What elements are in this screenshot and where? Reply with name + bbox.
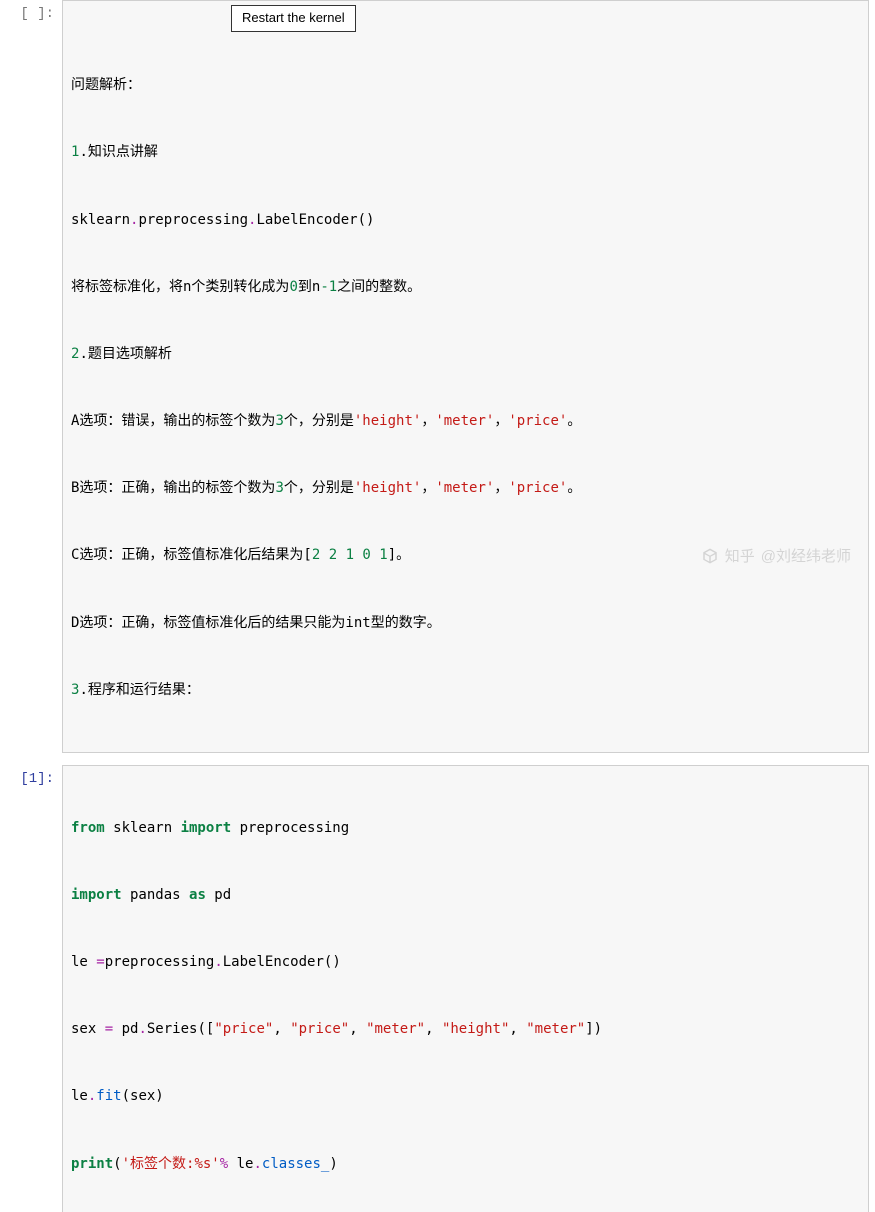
text: 到n xyxy=(298,279,320,295)
str: 'meter' xyxy=(435,480,494,496)
method: fit xyxy=(96,1088,121,1104)
str: 'height' xyxy=(354,480,421,496)
class: LabelEncoder xyxy=(256,212,357,228)
comma: , xyxy=(425,1021,442,1037)
text: D选项：正确，标签值标准化后的结果只能为int型的数字。 xyxy=(71,615,441,631)
module: sklearn xyxy=(71,212,130,228)
op: = xyxy=(96,954,104,970)
builtin-print: print xyxy=(71,1156,113,1172)
str: "price" xyxy=(214,1021,273,1037)
text: ， xyxy=(421,413,435,429)
paren: ]) xyxy=(585,1021,602,1037)
num: 3 xyxy=(71,682,79,698)
paren: (sex) xyxy=(122,1088,164,1104)
text: ， xyxy=(494,480,508,496)
text: .知识点讲解 xyxy=(79,144,157,160)
class: LabelEncoder xyxy=(223,954,324,970)
cell-0-input[interactable]: Restart the kernel 问题解析： 1.知识点讲解 sklearn… xyxy=(62,0,869,753)
str: "price" xyxy=(290,1021,349,1037)
text: 个，分别是 xyxy=(284,480,354,496)
text: ]。 xyxy=(388,547,410,563)
var: le xyxy=(71,954,96,970)
num: 2 2 1 0 1 xyxy=(312,547,388,563)
paren: ( xyxy=(113,1156,121,1172)
dot: . xyxy=(253,1156,261,1172)
comma: , xyxy=(273,1021,290,1037)
text: 个，分别是 xyxy=(284,413,354,429)
keyword-import: import xyxy=(71,887,122,903)
text: preprocessing xyxy=(231,820,349,836)
text: ， xyxy=(421,480,435,496)
module: pd xyxy=(122,1021,139,1037)
paren: () xyxy=(324,954,341,970)
paren: ([ xyxy=(197,1021,214,1037)
text: .题目选项解析 xyxy=(79,346,171,362)
text: 问题解析： xyxy=(71,77,141,93)
text: 将标签标准化，将n个类别转化成为 xyxy=(71,279,289,295)
keyword-import: import xyxy=(181,820,232,836)
keyword-as: as xyxy=(189,887,206,903)
dot: . xyxy=(214,954,222,970)
text: ， xyxy=(494,413,508,429)
attr: classes_ xyxy=(262,1156,329,1172)
keyword-from: from xyxy=(71,820,105,836)
num: -1 xyxy=(320,279,337,295)
cell-1-prompt: [1]: xyxy=(0,765,62,1212)
text: sklearn xyxy=(105,820,181,836)
num: 3 xyxy=(275,413,283,429)
module: preprocessing xyxy=(105,954,215,970)
text: A选项：错误，输出的标签个数为 xyxy=(71,413,275,429)
var: le xyxy=(237,1156,254,1172)
cell-0-prompt: [ ]: xyxy=(0,0,62,753)
num: 3 xyxy=(275,480,283,496)
module: preprocessing xyxy=(138,212,248,228)
str: "height" xyxy=(442,1021,509,1037)
var: sex xyxy=(71,1021,105,1037)
text: 。 xyxy=(567,413,581,429)
op: % xyxy=(220,1156,237,1172)
text: pd xyxy=(206,887,231,903)
cell-1-input[interactable]: from sklearn import preprocessing import… xyxy=(62,765,869,1212)
str: 'price' xyxy=(508,480,567,496)
comma: , xyxy=(349,1021,366,1037)
str: '标签个数:%s' xyxy=(122,1156,220,1172)
op: = xyxy=(105,1021,122,1037)
paren: () xyxy=(358,212,375,228)
str: 'height' xyxy=(354,413,421,429)
restart-kernel-tooltip: Restart the kernel xyxy=(231,5,356,32)
text: 之间的整数。 xyxy=(337,279,421,295)
cell-1: [1]: from sklearn import preprocessing i… xyxy=(0,765,875,1212)
var: le xyxy=(71,1088,88,1104)
text: pandas xyxy=(122,887,189,903)
text: B选项：正确，输出的标签个数为 xyxy=(71,480,275,496)
paren: ) xyxy=(329,1156,337,1172)
dot: . xyxy=(88,1088,96,1104)
str: 'price' xyxy=(508,413,567,429)
class: Series xyxy=(147,1021,198,1037)
text: .程序和运行结果： xyxy=(79,682,199,698)
text: C选项：正确，标签值标准化后结果为[ xyxy=(71,547,312,563)
num: 0 xyxy=(289,279,297,295)
cell-0: [ ]: Restart the kernel 问题解析： 1.知识点讲解 sk… xyxy=(0,0,875,753)
str: 'meter' xyxy=(435,413,494,429)
dot: . xyxy=(138,1021,146,1037)
text: 。 xyxy=(567,480,581,496)
str: "meter" xyxy=(366,1021,425,1037)
comma: , xyxy=(509,1021,526,1037)
str: "meter" xyxy=(526,1021,585,1037)
